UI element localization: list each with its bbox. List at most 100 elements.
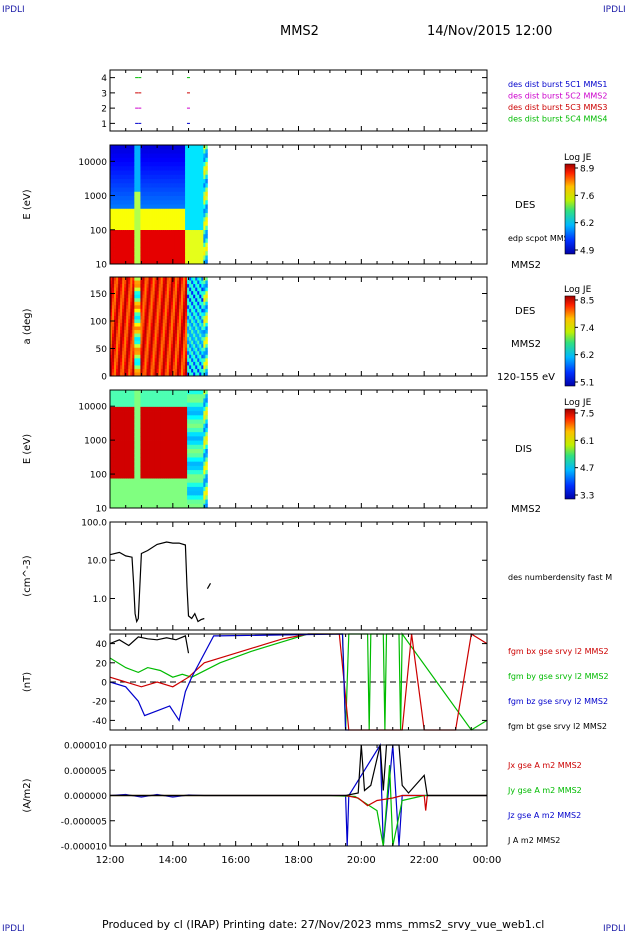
legend-entry-availability: des dist burst 5C1 MMS1 — [508, 80, 607, 89]
legend-entry-current-density: Jx gse A m2 MMS2 — [507, 761, 582, 770]
y-tick-label-6: 0.000005 — [64, 767, 107, 777]
y-axis-label-magnetic-field: (nT) — [22, 672, 33, 692]
series-line-magnetic-field — [109, 635, 190, 654]
colorbar-tick-label-2: 7.4 — [580, 324, 595, 334]
y-tick-label-0: 1 — [101, 120, 107, 130]
heatmap-cells-2 — [110, 277, 208, 377]
colorbar-tick-label-1: 6.2 — [580, 219, 594, 229]
legend-entry-current-density: Jz gse A m2 MMS2 — [507, 811, 581, 820]
y-tick-label-6: -0.000010 — [61, 843, 107, 853]
x-tick-label: 20:00 — [347, 855, 376, 866]
y-tick-label-1: 10 — [96, 261, 108, 271]
legend-entry-availability: des dist burst 5C2 MMS2 — [508, 92, 607, 101]
instrument-label-des-pitch: DES — [515, 306, 535, 317]
colorbar-tick-label-2: 8.5 — [580, 297, 594, 307]
y-tick-label-3: 10 — [96, 505, 108, 515]
y-axis-label-des-pitch: a (deg) — [22, 308, 33, 344]
y-tick-label-3: 1000 — [84, 437, 107, 447]
corner-label-top-right: IPDLI — [603, 5, 626, 15]
x-tick-label: 00:00 — [473, 855, 502, 866]
y-tick-label-2: 150 — [90, 290, 107, 300]
overlay-label: edp scpot MMS2 — [508, 234, 574, 243]
series-line-current-density — [110, 794, 487, 811]
spacecraft-label-dis-energy: MMS2 — [511, 504, 541, 515]
x-tick-label: 18:00 — [284, 855, 313, 866]
panel-frame-availability — [109, 69, 488, 132]
legend-entry-magnetic-field: fgm bz gse srvy l2 MMS2 — [508, 697, 608, 706]
x-tick-label: 12:00 — [96, 855, 125, 866]
series-line-current-density — [110, 744, 487, 797]
plot-title: MMS2 — [280, 24, 319, 39]
y-tick-label-3: 100 — [90, 471, 107, 481]
x-tick-label: 14:00 — [158, 855, 187, 866]
series-line-density — [206, 583, 212, 589]
y-tick-label-5: 0 — [101, 679, 107, 689]
x-tick-label: 22:00 — [410, 855, 439, 866]
colorbar-tick-label-3: 3.3 — [580, 492, 594, 502]
y-tick-label-2: 50 — [96, 345, 108, 355]
legend-entry-magnetic-field: fgm by gse srvy l2 MMS2 — [508, 672, 609, 681]
corner-label-bottom-right: IPDLI — [603, 924, 626, 934]
heatmap-cells-1 — [110, 145, 208, 265]
y-tick-label-1: 1000 — [84, 192, 107, 202]
y-tick-label-4: 10.0 — [87, 557, 107, 567]
footer-credits: Produced by cl (IRAP) Printing date: 27/… — [102, 918, 545, 931]
colorbar-tick-label-1: 4.9 — [580, 247, 595, 257]
y-tick-label-1: 10000 — [78, 158, 107, 168]
legend-entry-availability: des dist burst 5C4 MMS4 — [508, 115, 607, 124]
colorbar-3 — [564, 408, 576, 500]
instrument-label-des-energy: DES — [515, 200, 535, 211]
colorbar-title-3: Log JE — [564, 398, 592, 408]
series-line-current-density — [110, 765, 487, 847]
colorbar-tick-label-2: 5.1 — [580, 379, 594, 389]
y-axis-label-dis-energy: E (eV) — [22, 434, 33, 464]
y-tick-label-5: 20 — [96, 659, 108, 669]
y-tick-label-2: 0 — [101, 373, 107, 383]
legend-entry-magnetic-field: fgm bx gse srvy l2 MMS2 — [508, 647, 609, 656]
plot-datetime: 14/Nov/2015 12:00 — [427, 24, 553, 39]
y-tick-label-4: 100.0 — [81, 519, 107, 529]
y-tick-label-2: 100 — [90, 318, 107, 328]
colorbar-2 — [564, 295, 576, 387]
colorbar-tick-label-1: 7.6 — [580, 192, 595, 202]
y-tick-label-5: -20 — [92, 698, 107, 708]
y-tick-label-6: 0.000010 — [64, 742, 107, 752]
y-tick-label-4: 1.0 — [93, 595, 108, 605]
colorbar-tick-label-3: 4.7 — [580, 464, 594, 474]
instrument-label-dis-energy: DIS — [515, 444, 532, 455]
y-tick-label-5: -40 — [92, 717, 107, 727]
y-tick-label-3: 10000 — [78, 403, 107, 413]
corner-label-top-left: IPDLI — [2, 5, 25, 15]
y-axis-label-des-energy: E (eV) — [22, 189, 33, 219]
colorbar-tick-label-1: 8.9 — [580, 165, 595, 175]
colorbar-tick-label-3: 6.1 — [580, 437, 594, 447]
spacecraft-label-des-pitch: MMS2 — [511, 339, 541, 350]
legend-entry-current-density: J A m2 MMS2 — [507, 836, 560, 845]
heatmap-cells-3 — [110, 390, 208, 509]
series-line-density — [109, 541, 205, 624]
y-tick-label-0: 3 — [101, 89, 107, 99]
energy-range-label: 120-155 eV — [497, 372, 555, 383]
colorbar-1 — [564, 163, 576, 255]
y-axis-label-current-density: (A/m2) — [22, 778, 33, 812]
panel-frame-density — [109, 521, 488, 631]
corner-label-bottom-left: IPDLI — [2, 924, 25, 934]
y-tick-label-0: 4 — [101, 74, 107, 84]
legend-entry-availability: des dist burst 5C3 MMS3 — [508, 103, 607, 112]
spacecraft-label-des-energy: MMS2 — [511, 260, 541, 271]
legend-entry-density: des numberdensity fast M — [508, 573, 612, 582]
y-tick-label-0: 2 — [101, 105, 107, 115]
legend-entry-current-density: Jy gse A m2 MMS2 — [507, 786, 582, 795]
colorbar-tick-label-3: 7.5 — [580, 410, 594, 420]
y-tick-label-6: -0.000005 — [61, 817, 107, 827]
colorbar-title-2: Log JE — [564, 285, 592, 295]
colorbar-tick-label-2: 6.2 — [580, 351, 594, 361]
x-tick-label: 16:00 — [221, 855, 250, 866]
y-tick-label-6: 0.000000 — [64, 792, 107, 802]
legend-entry-magnetic-field: fgm bt gse srvy l2 MMS2 — [508, 722, 607, 731]
y-tick-label-1: 100 — [90, 226, 107, 236]
y-axis-label-density: (cm^-3) — [22, 555, 33, 596]
y-tick-label-5: 40 — [96, 640, 108, 650]
colorbar-title-1: Log JE — [564, 153, 592, 163]
